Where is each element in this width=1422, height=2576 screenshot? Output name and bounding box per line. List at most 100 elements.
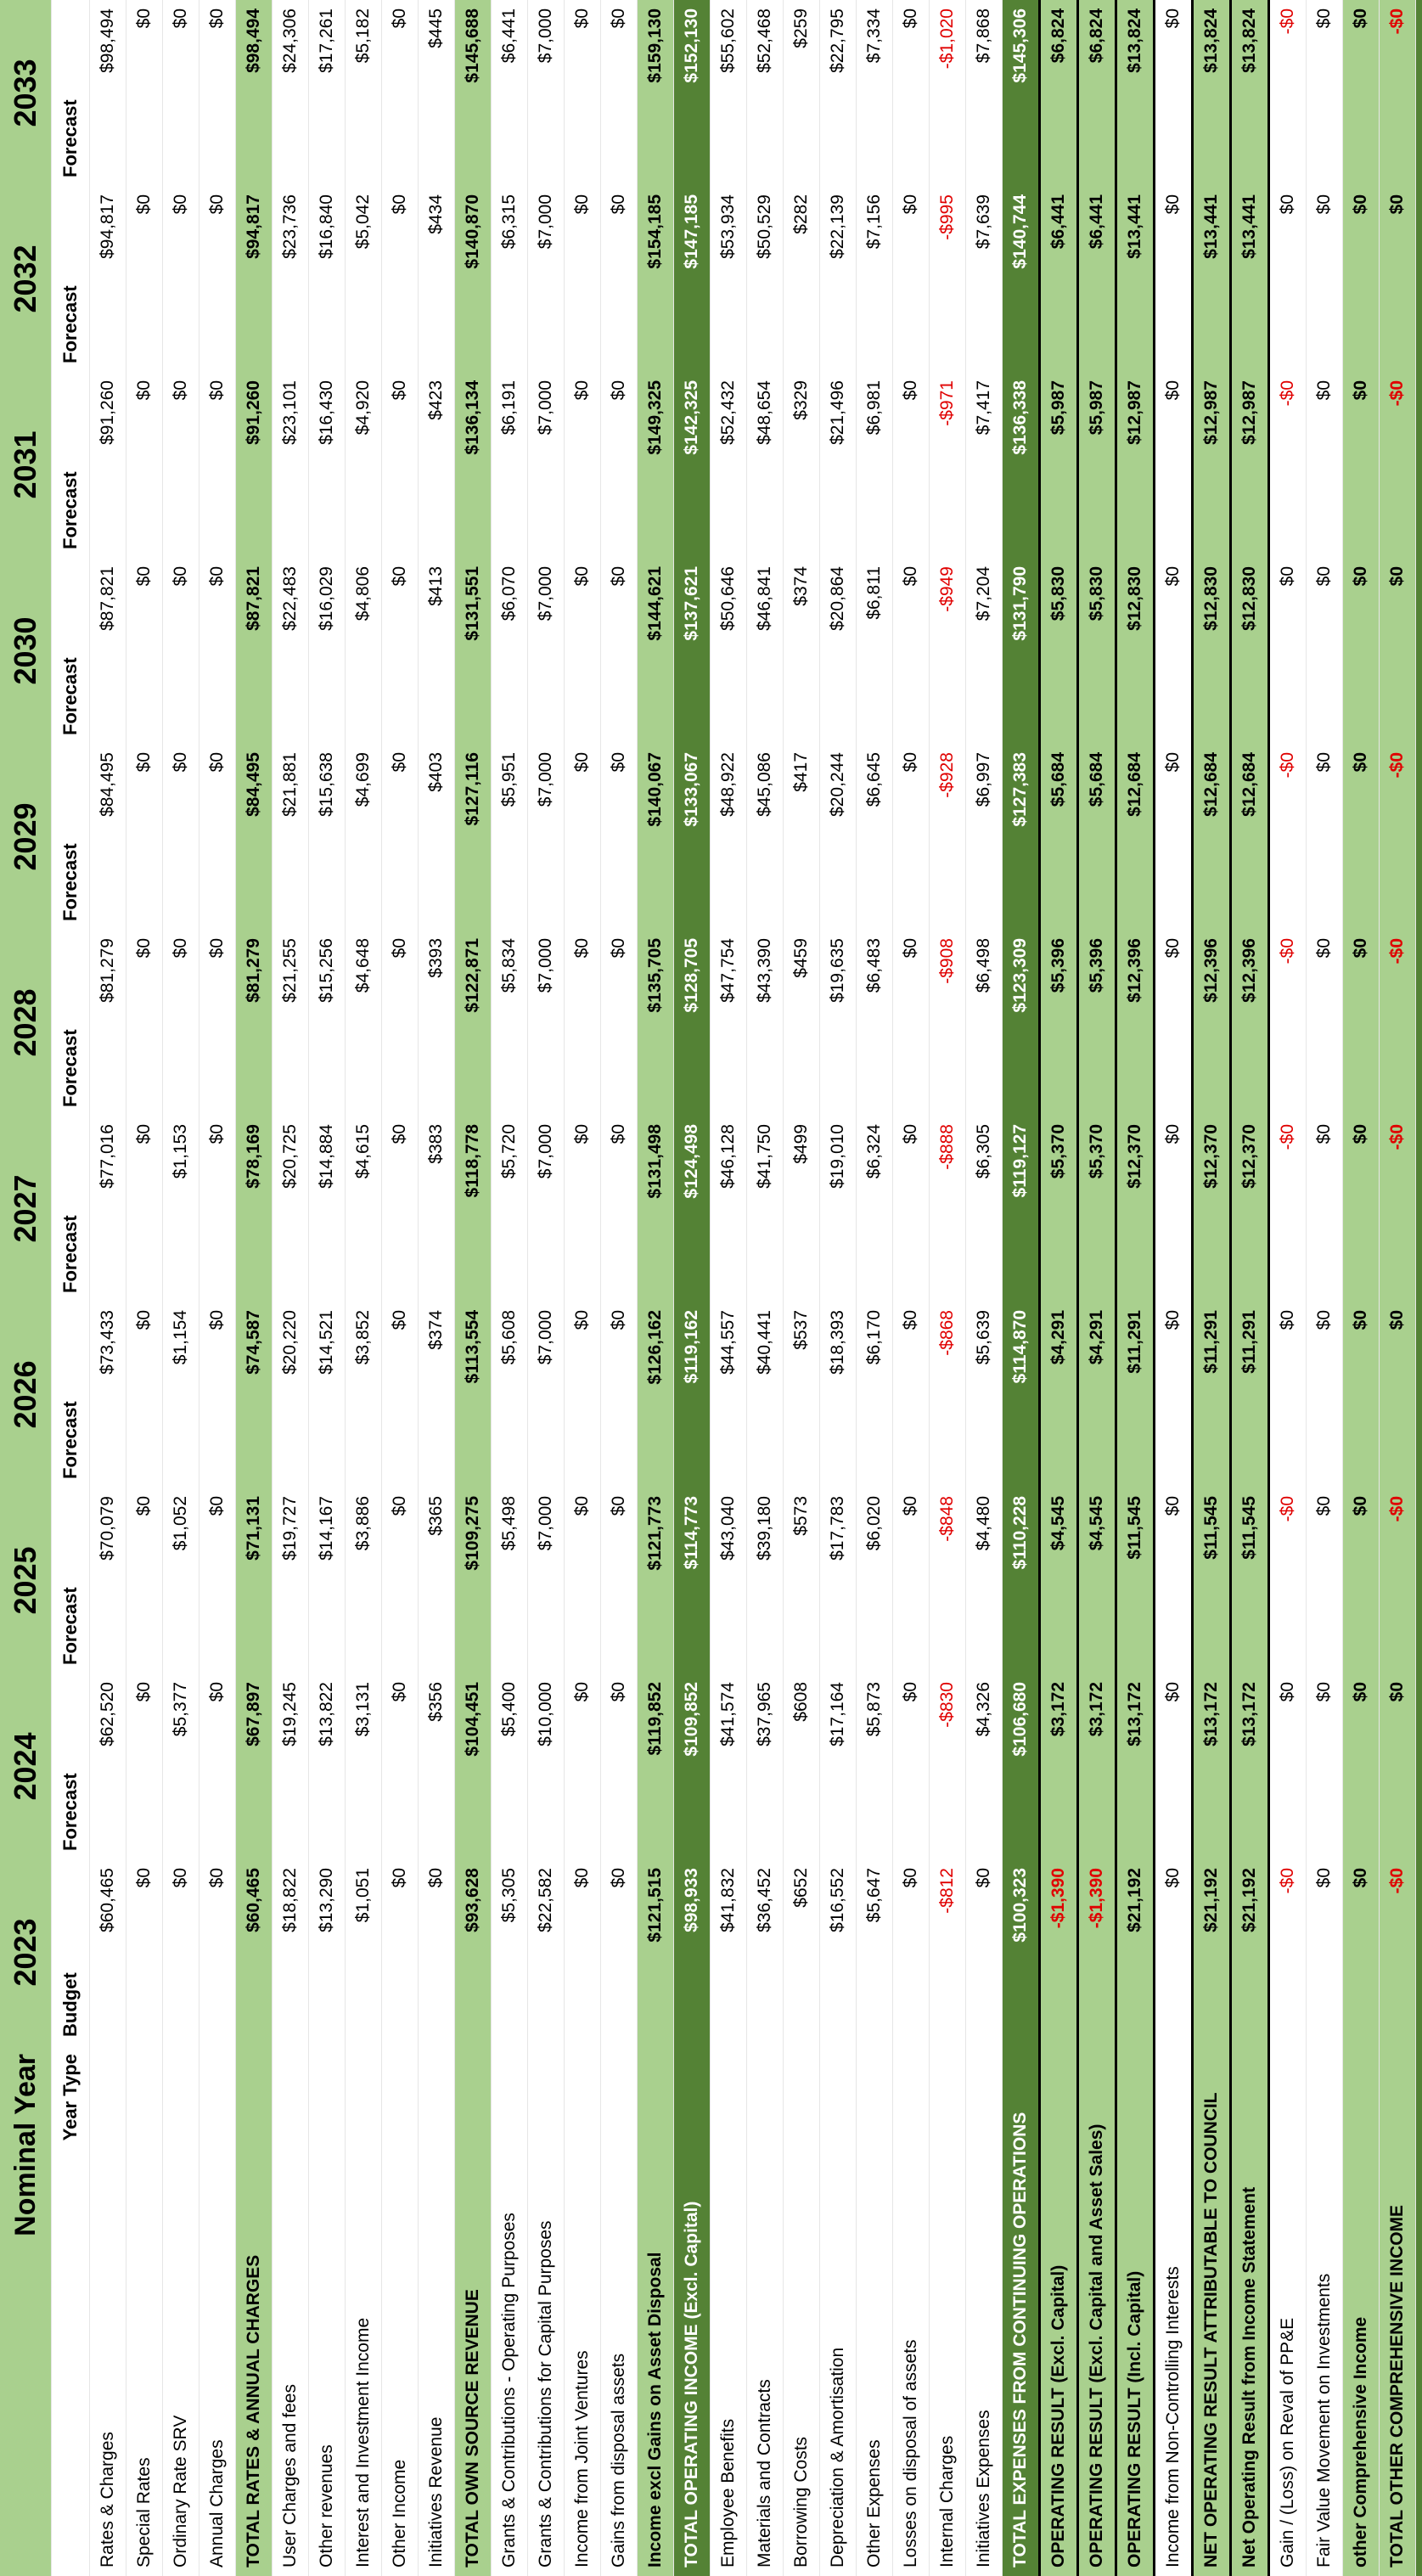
- value-cell: $0: [564, 1302, 601, 1488]
- row-label: Income from Joint Ventures: [564, 2045, 601, 2576]
- row-label: Ordinary Rate SRV: [162, 2045, 200, 2576]
- value-cell: $13,441: [1192, 186, 1231, 372]
- value-cell: $0: [564, 186, 601, 372]
- value-cell: $0: [1154, 744, 1193, 930]
- year-type: Forecast: [51, 930, 90, 1116]
- value-cell: $20,725: [272, 1116, 309, 1302]
- row-label: TOTAL OPERATING INCOME (Excl. Capital): [673, 2045, 711, 2576]
- value-cell: $15,638: [308, 744, 346, 930]
- table-row: TOTAL OWN SOURCE REVENUE $93,628 $104,451 $…: [454, 0, 492, 2576]
- value-cell: $121,773: [637, 1488, 674, 1673]
- value-cell: $11,545: [1230, 1488, 1269, 1673]
- value-cell: $20,220: [272, 1302, 309, 1488]
- value-cell: $7,000: [527, 1116, 565, 1302]
- value-cell: $127,116: [454, 744, 492, 930]
- value-cell: $5,396: [1077, 930, 1116, 1116]
- value-cell: $6,824: [1077, 0, 1116, 186]
- value-cell: $0: [1154, 186, 1193, 372]
- value-cell: $0: [381, 744, 419, 930]
- value-cell: $0: [1306, 1673, 1343, 1859]
- value-cell: $652: [783, 1859, 820, 2045]
- value-cell: $12,396: [1192, 930, 1231, 1116]
- value-cell: $6,441: [491, 0, 528, 186]
- value-cell: $104,451: [454, 1673, 492, 1859]
- row-label: Initiatives Revenue: [418, 2045, 455, 2576]
- value-cell: $5,830: [1077, 558, 1116, 744]
- value-cell: $11,291: [1116, 1302, 1155, 1488]
- value-cell: $383: [418, 1116, 455, 1302]
- value-cell: $0: [162, 372, 200, 558]
- value-cell: $5,720: [491, 1116, 528, 1302]
- value-cell: $3,172: [1077, 1673, 1116, 1859]
- value-cell: $0: [600, 372, 638, 558]
- row-label: Rates & Charges: [89, 2045, 126, 2576]
- table-row: TOTAL OTHER COMPREHENSIVE INCOME -$0 $0 -$0…: [1379, 0, 1416, 2576]
- value-cell: $124,498: [673, 1116, 711, 1302]
- value-cell: $0: [892, 0, 930, 186]
- value-cell: $0: [1306, 1859, 1343, 2045]
- value-cell: $417: [783, 744, 820, 930]
- table-row: Gains from disposal assets $0 $0 $0 $0 $0 $0 $0…: [600, 0, 638, 2576]
- row-label: Borrowing Costs: [783, 2045, 820, 2576]
- value-cell: $0: [1342, 1859, 1380, 2045]
- value-cell: $0: [126, 186, 163, 372]
- value-cell: $81,279: [235, 930, 273, 1116]
- value-cell: $6,191: [491, 372, 528, 558]
- row-label: Grants & Contributions - Operating Purpo…: [491, 2045, 528, 2576]
- value-cell: $11,291: [1415, 1302, 1422, 1488]
- row-label: Losses on disposal of assets: [892, 2045, 930, 2576]
- value-cell: $84,495: [89, 744, 126, 930]
- value-cell: -$0: [1379, 372, 1416, 558]
- table-row: Initiatives Expenses $0 $4,326 $4,480 $5,639…: [965, 0, 1003, 2576]
- value-cell: $0: [199, 1673, 236, 1859]
- value-cell: $3,131: [345, 1673, 382, 1859]
- value-cell: $413: [418, 558, 455, 744]
- value-cell: $0: [1154, 1673, 1193, 1859]
- value-cell: $6,020: [856, 1488, 893, 1673]
- value-cell: $94,817: [89, 186, 126, 372]
- value-cell: $4,920: [345, 372, 382, 558]
- year-header: 2032: [0, 186, 52, 372]
- value-cell: $41,832: [710, 1859, 747, 2045]
- value-cell: $127,383: [1002, 744, 1040, 930]
- row-label: Income excl Gains on Asset Disposal: [637, 2045, 674, 2576]
- value-cell: $0: [564, 372, 601, 558]
- value-cell: $0: [162, 744, 200, 930]
- value-cell: $50,529: [746, 186, 784, 372]
- table-row: Interest and Investment Income $1,051 $3,1…: [345, 0, 382, 2576]
- value-cell: $0: [1306, 930, 1343, 1116]
- value-cell: $5,647: [856, 1859, 893, 2045]
- value-cell: $5,042: [345, 186, 382, 372]
- row-label: User Charges and fees: [272, 2045, 309, 2576]
- value-cell: $14,521: [308, 1302, 346, 1488]
- row-label: Fair Value Movement on Investments: [1306, 2045, 1343, 2576]
- value-cell: $118,778: [454, 1116, 492, 1302]
- value-cell: $7,000: [527, 930, 565, 1116]
- value-cell: $100,323: [1002, 1859, 1040, 2045]
- value-cell: $6,324: [856, 1116, 893, 1302]
- table-row: Income from Non-Controlling Interests $0 $…: [1154, 0, 1193, 2576]
- value-cell: -$949: [929, 558, 966, 744]
- row-label: Interest and Investment Income: [345, 2045, 382, 2576]
- value-cell: $1,153: [162, 1116, 200, 1302]
- value-cell: $0: [1342, 0, 1380, 186]
- value-cell: $136,338: [1002, 372, 1040, 558]
- value-cell: $0: [892, 1302, 930, 1488]
- header-label: Year Type: [51, 2045, 90, 2576]
- value-cell: $0: [126, 1673, 163, 1859]
- value-cell: $608: [783, 1673, 820, 1859]
- year-header: 2031: [0, 372, 52, 558]
- row-label: other Comprehensive Income: [1342, 2045, 1380, 2576]
- value-cell: $0: [1342, 372, 1380, 558]
- value-cell: $62,520: [89, 1673, 126, 1859]
- value-cell: $12,396: [1415, 930, 1422, 1116]
- value-cell: $0: [199, 372, 236, 558]
- value-cell: $329: [783, 372, 820, 558]
- value-cell: $7,000: [527, 1302, 565, 1488]
- value-cell: $140,870: [454, 186, 492, 372]
- value-cell: $0: [126, 372, 163, 558]
- table-row: Gain / (Loss) on Reval of PP&E -$0 $0 -$0 $0…: [1268, 0, 1307, 2576]
- year-header: 2025: [0, 1488, 52, 1673]
- value-cell: $12,396: [1230, 930, 1269, 1116]
